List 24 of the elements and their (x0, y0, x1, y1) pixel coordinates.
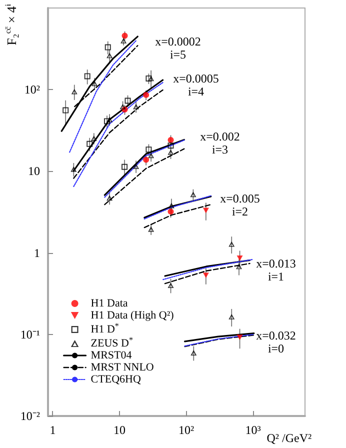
y-tick-label: 1 (34, 246, 40, 260)
annotation: x=0.0002 i=5 (155, 34, 201, 62)
legend-label: H1 Data (90, 298, 128, 310)
x-tick-label: 10² (178, 423, 194, 437)
legend-label: H1 D* (90, 322, 119, 336)
x-axis-title: Q² /GeV² (266, 431, 312, 445)
y-tick-label: 10 (28, 164, 40, 178)
y-tick-label: 10⁻¹ (20, 327, 40, 342)
legend-label: ZEUS D* (90, 336, 133, 350)
legend-label: CTEQ6HQ (90, 374, 141, 386)
y-axis-title: F₂cc̄ × 4i (4, 3, 19, 46)
annotation: x=0.032 i=0 (256, 328, 296, 356)
y-tick-label: 10⁻² (20, 409, 40, 423)
legend-label: MRST NNLO (90, 362, 154, 374)
legend-label: H1 Data (High Q²) (90, 310, 174, 322)
legend-label: MRST04 (90, 350, 132, 362)
annotation: x=0.0005 i=4 (173, 72, 219, 98)
x-tick-label: 10 (113, 423, 126, 437)
annotation: x=0.002 i=3 (200, 130, 240, 156)
x-tick-label: 10³ (245, 423, 262, 437)
annotation: x=0.013 i=1 (256, 256, 296, 284)
annotation: x=0.005 i=2 (220, 192, 260, 218)
y-tick-label: 10² (24, 82, 40, 97)
x-tick-label: 1 (50, 423, 56, 437)
